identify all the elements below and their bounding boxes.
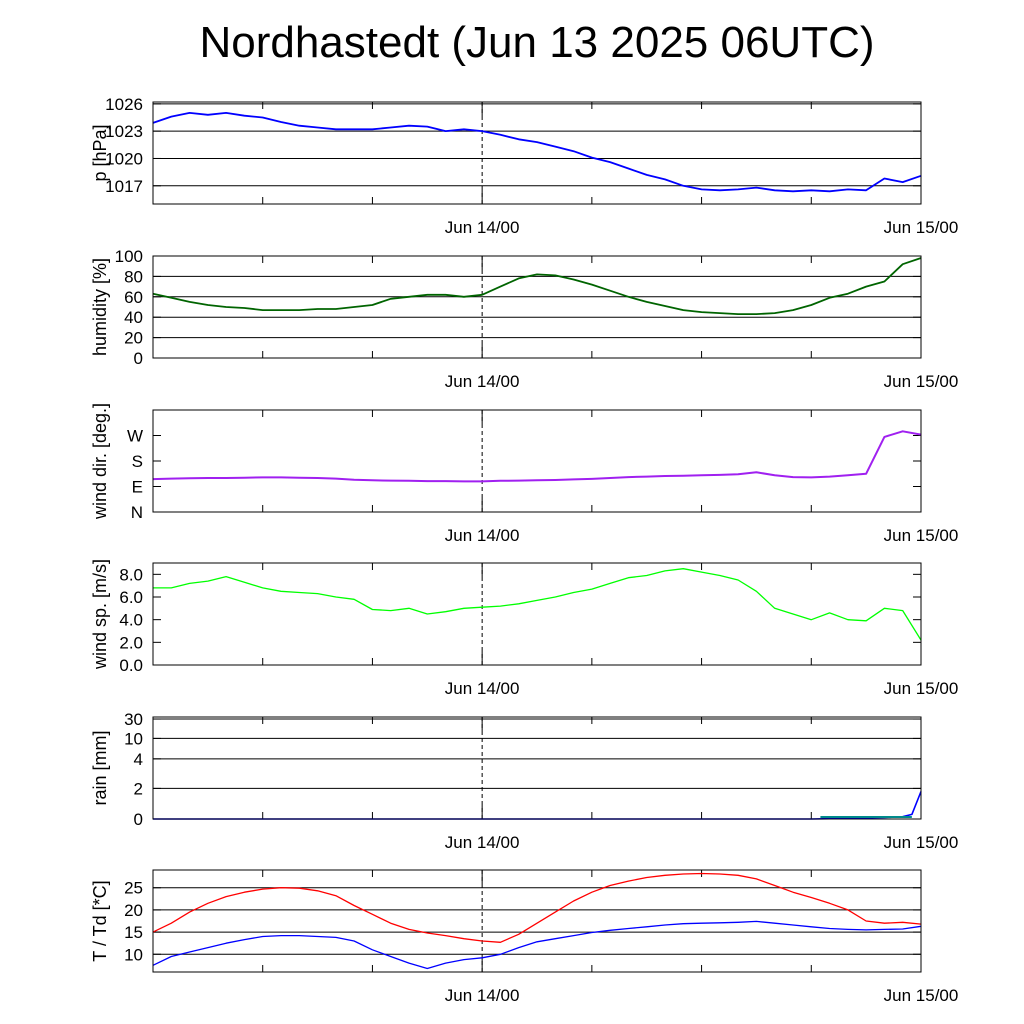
x-tick-label: Jun 15/00 <box>884 986 959 1005</box>
y-tick-label: 0 <box>134 810 143 829</box>
y-tick-label: 1017 <box>105 177 143 196</box>
y-axis-label: T / Td [*C] <box>90 880 110 961</box>
chart-title: Nordhastedt (Jun 13 2025 06UTC) <box>199 18 875 67</box>
x-tick-label: Jun 14/00 <box>445 679 520 698</box>
plot-frame <box>152 101 922 205</box>
x-tick-label: Jun 14/00 <box>445 526 520 545</box>
y-tick-label: W <box>127 427 143 446</box>
x-tick-label: Jun 15/00 <box>884 679 959 698</box>
plot-frame <box>152 716 922 820</box>
y-tick-label: 0.0 <box>119 656 143 675</box>
plot-frame <box>152 409 922 513</box>
y-tick-label: 20 <box>124 901 143 920</box>
y-axis-label: wind sp. [m/s] <box>90 559 110 670</box>
y-tick-label: 40 <box>124 308 143 327</box>
y-axis-label: rain [mm] <box>90 730 110 805</box>
y-axis-label: wind dir. [deg.] <box>90 403 110 520</box>
x-tick-label: Jun 14/00 <box>445 372 520 391</box>
humidity-series-1 <box>152 257 922 316</box>
y-tick-label: 10 <box>124 945 143 964</box>
x-tick-label: Jun 14/00 <box>445 218 520 237</box>
x-tick-label: Jun 14/00 <box>445 986 520 1005</box>
y-tick-label: 60 <box>124 288 143 307</box>
y-tick-label: 2.0 <box>119 633 143 652</box>
y-tick-label: 80 <box>124 267 143 286</box>
wind-direction-series-1 <box>152 430 922 483</box>
y-tick-label: 6.0 <box>119 588 143 607</box>
x-tick-label: Jun 15/00 <box>884 372 959 391</box>
y-tick-label: 20 <box>124 329 143 348</box>
pressure-series-1 <box>152 112 922 193</box>
y-tick-label: 4 <box>134 750 143 769</box>
plot-frame <box>152 255 922 359</box>
y-tick-label: 1026 <box>105 95 143 114</box>
y-tick-label: N <box>131 503 143 522</box>
x-tick-label: Jun 15/00 <box>884 833 959 852</box>
x-tick-label: Jun 15/00 <box>884 526 959 545</box>
y-axis-label: humidity [%] <box>90 258 110 356</box>
plot-frame <box>152 869 922 973</box>
y-tick-label: 2 <box>134 779 143 798</box>
wind-speed-panel: 0.0 2.0 4.0 6.0 8.0 Jun 14/00 Jun 15/00 wind sp… <box>90 559 958 698</box>
temperature-series-2 <box>152 920 922 970</box>
y-tick-label: 100 <box>115 247 143 266</box>
y-tick-label: 1023 <box>105 122 143 141</box>
pressure-panel: 1017 1020 1023 1026 Jun 14/00 Jun 15/00 p [hPa… <box>90 95 958 237</box>
y-tick-label: E <box>132 478 143 497</box>
y-tick-label: 8.0 <box>119 565 143 584</box>
rain-series-1 <box>153 791 922 820</box>
temperature-panel: 10 15 20 25 Jun 14/00 Jun 15/00 T / Td [*C] <box>90 869 959 1005</box>
y-tick-label: 1020 <box>105 149 143 168</box>
temperature-series-1 <box>152 872 922 943</box>
y-tick-label: 30 <box>124 710 143 729</box>
x-tick-label: Jun 15/00 <box>884 218 959 237</box>
y-tick-label: 10 <box>124 729 143 748</box>
plot-frame <box>152 562 922 666</box>
x-tick-label: Jun 14/00 <box>445 833 520 852</box>
y-axis-label: p [hPa] <box>90 124 110 181</box>
y-tick-label: 25 <box>124 879 143 898</box>
y-tick-label: 4.0 <box>119 611 143 630</box>
wind-speed-series-1 <box>153 568 922 641</box>
y-tick-label: 0 <box>134 349 143 368</box>
y-tick-label: 15 <box>124 923 143 942</box>
y-tick-label: S <box>132 452 143 471</box>
